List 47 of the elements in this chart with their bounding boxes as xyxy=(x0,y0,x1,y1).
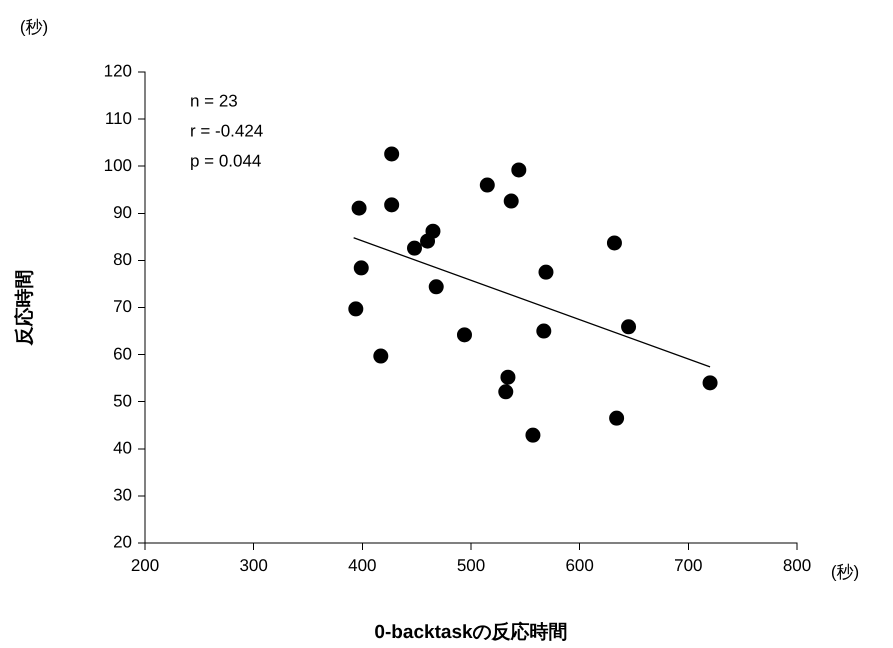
point xyxy=(456,327,472,342)
point xyxy=(420,234,436,249)
point xyxy=(480,178,495,193)
annotation: p = 0.044 xyxy=(190,152,262,171)
point xyxy=(384,146,400,162)
y-tick-label: 100 xyxy=(104,156,132,175)
point xyxy=(352,200,367,216)
x-axis-title: 0-backtaskの反応時間 xyxy=(374,620,568,643)
point xyxy=(538,264,554,280)
y-tick-label: 30 xyxy=(113,486,132,505)
y-tick-label: 90 xyxy=(113,202,132,222)
text: (秒) xyxy=(830,562,860,582)
point xyxy=(609,410,624,426)
x-tick-label: 400 xyxy=(348,556,377,575)
y-axis-title: 反応時間 xyxy=(14,270,36,346)
y-tick-label: 80 xyxy=(113,250,132,270)
point xyxy=(606,235,622,250)
point xyxy=(504,194,519,209)
y-tick-label: 50 xyxy=(113,391,132,410)
y-tick-label: 120 xyxy=(104,62,132,81)
x-tick-label: 200 xyxy=(130,556,160,575)
point xyxy=(702,375,718,390)
y-tick-label: 110 xyxy=(104,108,132,128)
y-tick-label: 70 xyxy=(113,297,132,316)
point xyxy=(384,197,400,212)
x-tick-label: 800 xyxy=(782,556,812,575)
annotation: r = -0.424 xyxy=(190,122,264,141)
x-tick-label: 700 xyxy=(674,556,703,575)
x-tick-label: 300 xyxy=(239,556,268,575)
point xyxy=(536,324,552,339)
point xyxy=(406,240,422,256)
text: (秒) xyxy=(20,18,48,37)
y-tick-label: 40 xyxy=(113,438,132,458)
y-tick-label: 60 xyxy=(113,344,132,364)
point xyxy=(621,319,636,334)
annotation: n = 23 xyxy=(190,92,238,111)
point xyxy=(373,348,388,364)
point xyxy=(500,370,516,385)
point xyxy=(511,162,526,178)
point xyxy=(348,301,364,316)
point xyxy=(525,428,540,443)
y-tick-label: 20 xyxy=(113,532,132,552)
x-tick-label: 600 xyxy=(565,556,594,575)
point xyxy=(428,279,444,294)
point xyxy=(354,260,369,276)
point xyxy=(498,384,514,400)
x-tick-label: 500 xyxy=(456,556,486,575)
